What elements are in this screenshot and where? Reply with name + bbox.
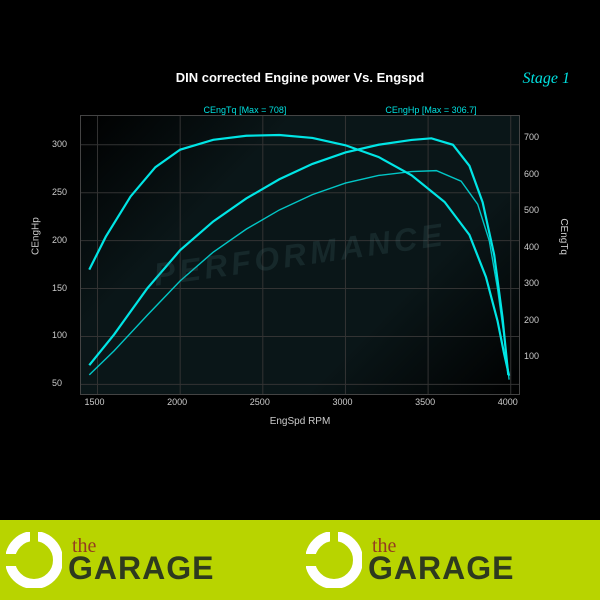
y-left-tick: 250 [52, 187, 76, 197]
x-tick: 3500 [415, 397, 435, 407]
y-right-label: CEngTq [559, 218, 570, 255]
y-left-tick: 100 [52, 330, 76, 340]
logo-strip: the GARAGE the GARAGE [0, 520, 600, 600]
y-right-tick: 700 [524, 132, 539, 142]
y-left-tick: 150 [52, 283, 76, 293]
logo-left: the GARAGE [0, 520, 300, 600]
series-label-CEngTq: CEngTq [Max = 708] [204, 105, 287, 115]
wrench-icon [6, 532, 62, 588]
plot-wrap: CEngHp CEngTq PERFORMANCE EngSpd RPM 150… [30, 115, 570, 395]
plot-svg [81, 116, 519, 394]
chart-title: DIN corrected Engine power Vs. Engspd [30, 70, 570, 85]
x-tick: 4000 [498, 397, 518, 407]
y-right-tick: 600 [524, 169, 539, 179]
stage-label: Stage 1 [522, 70, 570, 88]
y-right-tick: 300 [524, 278, 539, 288]
y-right-tick: 200 [524, 315, 539, 325]
series-CEngHp_baseline [89, 171, 509, 380]
x-label: EngSpd RPM [270, 416, 331, 427]
x-tick: 2500 [250, 397, 270, 407]
logo-garage-text: GARAGE [68, 552, 214, 584]
y-left-tick: 300 [52, 139, 76, 149]
y-right-tick: 400 [524, 242, 539, 252]
chart-area: DIN corrected Engine power Vs. Engspd St… [30, 70, 570, 470]
plot-region: PERFORMANCE [80, 115, 520, 395]
series-label-CEngHp: CEngHp [Max = 306.7] [385, 105, 476, 115]
y-left-tick: 50 [52, 378, 76, 388]
y-right-tick: 100 [524, 351, 539, 361]
x-tick: 3000 [332, 397, 352, 407]
y-left-label: CEngHp [31, 217, 42, 255]
logo-garage-text: GARAGE [368, 552, 514, 584]
y-left-tick: 200 [52, 235, 76, 245]
y-right-tick: 500 [524, 205, 539, 215]
x-tick: 2000 [167, 397, 187, 407]
wrench-icon [306, 532, 362, 588]
logo-right: the GARAGE [300, 520, 600, 600]
x-tick: 1500 [85, 397, 105, 407]
dyno-chart-frame: DIN corrected Engine power Vs. Engspd St… [0, 0, 600, 600]
